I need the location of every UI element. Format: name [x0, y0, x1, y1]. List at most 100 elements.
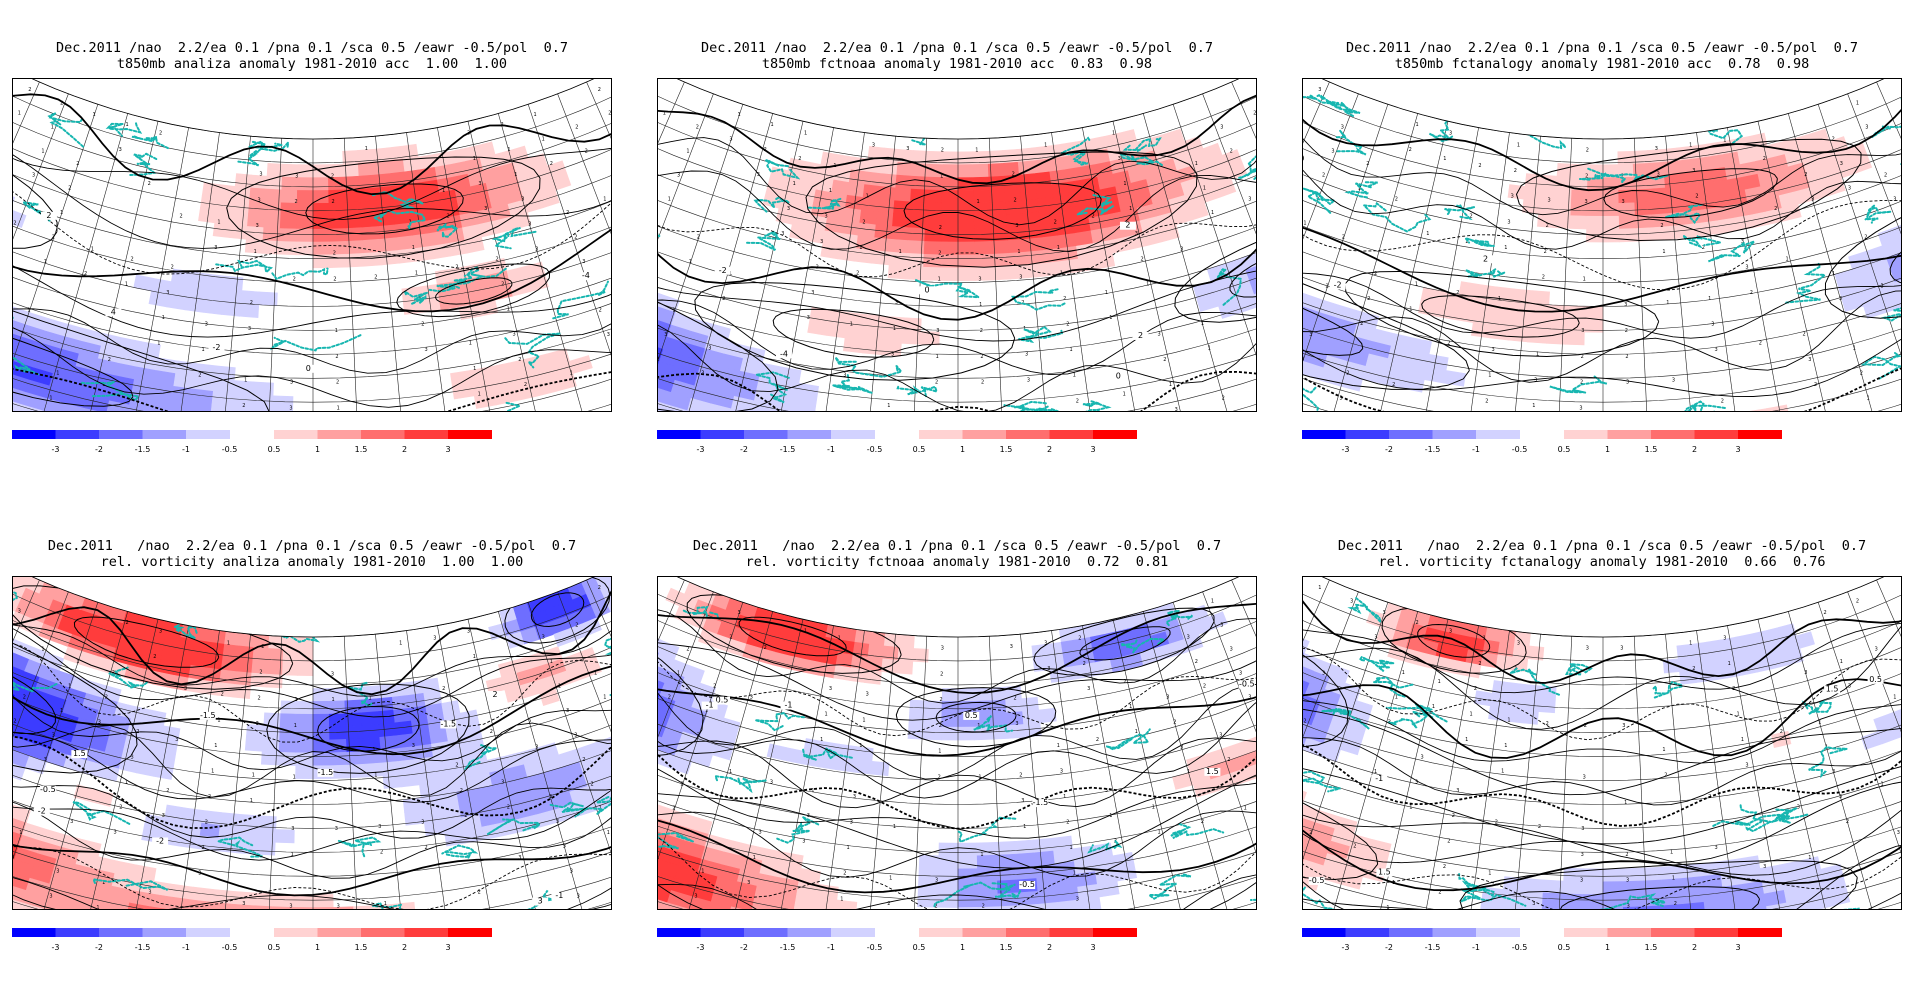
svg-text:2: 2 [1695, 194, 1698, 200]
svg-text:1: 1 [227, 641, 230, 647]
color-legend-bar: -3 -2 -1.5 -1 -0.5 0.5 1 1.5 2 3 [657, 430, 1137, 454]
svg-text:2: 2 [1664, 773, 1667, 779]
svg-text:3: 3 [1010, 644, 1013, 650]
svg-text:3: 3 [148, 889, 151, 895]
legend-label: 0.5 [1558, 943, 1571, 952]
svg-text:2: 2 [1201, 819, 1204, 825]
contour-label: 0 [306, 364, 311, 373]
svg-text:1: 1 [1536, 352, 1539, 358]
svg-text:2: 2 [1443, 864, 1446, 870]
svg-text:3: 3 [1548, 197, 1551, 203]
svg-text:2: 2 [1014, 197, 1017, 203]
svg-text:2: 2 [940, 671, 943, 677]
svg-text:2: 2 [1076, 398, 1079, 404]
svg-text:2: 2 [658, 357, 659, 363]
svg-text:2: 2 [455, 762, 458, 768]
svg-text:3: 3 [729, 137, 732, 143]
svg-text:1: 1 [1488, 373, 1491, 379]
legend-label: -0.5 [222, 943, 238, 952]
contour-label: 2 [492, 690, 497, 699]
panel-vorticity-fctanalogy: Dec.2011 /nao 2.2/ea 0.1 /pna 0.1 /sca 0… [1302, 538, 1902, 952]
svg-text:3: 3 [906, 146, 909, 152]
svg-text:2: 2 [1353, 844, 1356, 850]
svg-text:1: 1 [859, 743, 862, 749]
legend-label: -0.5 [867, 445, 883, 454]
svg-text:2: 2 [1759, 341, 1762, 347]
anomaly-map: 2 2 3 1 1 3 3 2 2 3 3 1 3 1 3 1 1 2 3 1 1 1 1 3 2 1 2 3 3 3 2 3 2 1 2 3 3 1 3 2… [658, 577, 1256, 909]
svg-text:2: 2 [696, 125, 699, 131]
svg-text:2: 2 [442, 686, 445, 692]
svg-text:1: 1 [68, 684, 71, 690]
contour-label: -1 [785, 701, 793, 710]
svg-text:2: 2 [939, 225, 942, 231]
svg-text:2: 2 [1366, 161, 1369, 167]
svg-text:3: 3 [1848, 684, 1851, 690]
svg-text:1: 1 [473, 156, 476, 162]
svg-text:1: 1 [663, 111, 666, 117]
svg-text:1: 1 [936, 354, 939, 360]
map-frame: 1 3 2 1 3 1 1 3 1 1 3 2 1 3 2 3 2 3 2 1 1 3 3 3 3 3 2 3 2 1 3 3 2 1 2 3 2 2 3 2… [1302, 78, 1902, 412]
svg-text:2: 2 [1303, 719, 1306, 725]
svg-text:1: 1 [1689, 143, 1692, 149]
svg-text:3: 3 [259, 172, 262, 178]
svg-text:1: 1 [1662, 747, 1665, 753]
svg-text:3: 3 [1655, 146, 1658, 152]
svg-text:2: 2 [697, 234, 700, 240]
svg-text:3: 3 [119, 147, 122, 153]
svg-text:3: 3 [664, 332, 667, 338]
legend-label: 2 [402, 445, 407, 454]
svg-text:2: 2 [1203, 684, 1206, 690]
contour-label: -1.5 [318, 768, 334, 777]
svg-text:2: 2 [856, 270, 859, 276]
svg-text:3: 3 [574, 732, 577, 738]
svg-text:2: 2 [1721, 398, 1724, 404]
legend-label: 1.5 [355, 445, 368, 454]
svg-text:1: 1 [91, 246, 94, 252]
svg-text:2: 2 [980, 328, 983, 334]
svg-text:2: 2 [938, 251, 941, 257]
svg-text:3: 3 [677, 173, 680, 179]
legend-label: -3 [697, 943, 705, 952]
svg-text:2: 2 [198, 373, 201, 379]
svg-text:1: 1 [1215, 371, 1218, 377]
svg-text:1: 1 [838, 636, 841, 642]
svg-text:2: 2 [1846, 819, 1849, 825]
svg-text:3: 3 [1248, 197, 1251, 203]
contour-label: 0.5 [965, 711, 978, 720]
svg-text:2: 2 [478, 889, 481, 895]
svg-text:3: 3 [1021, 798, 1024, 804]
svg-text:1: 1 [1501, 768, 1504, 774]
svg-text:2: 2 [13, 221, 16, 227]
svg-text:1: 1 [570, 371, 573, 377]
svg-text:2: 2 [1580, 380, 1583, 386]
svg-text:1: 1 [542, 137, 545, 143]
color-legend: -3 -2 -1.5 -1 -0.5 0.5 1 1.5 2 3 [12, 430, 612, 460]
svg-text:1: 1 [211, 768, 214, 774]
legend-label: -1.5 [135, 943, 151, 952]
legend-label: -1.5 [1425, 445, 1441, 454]
svg-text:1: 1 [594, 671, 597, 677]
svg-text:1: 1 [125, 282, 128, 288]
svg-text:3: 3 [781, 231, 784, 237]
svg-text:1: 1 [1662, 249, 1665, 255]
svg-text:3: 3 [736, 744, 739, 750]
svg-text:3: 3 [1220, 125, 1223, 131]
panel-title-line2: t850mb fctanalogy anomaly 1981-2010 acc … [1394, 56, 1810, 72]
svg-text:3: 3 [1166, 695, 1169, 701]
panel-t850-fctnoaa: Dec.2011 /nao 2.2/ea 0.1 /pna 0.1 /sca 0… [657, 40, 1257, 454]
panel-t850-fctanalogy: Dec.2011 /nao 2.2/ea 0.1 /pna 0.1 /sca 0… [1302, 40, 1902, 454]
svg-text:1: 1 [1395, 695, 1398, 701]
color-legend-bar: -3 -2 -1.5 -1 -0.5 0.5 1 1.5 2 3 [12, 430, 492, 454]
svg-text:2: 2 [1163, 357, 1166, 363]
svg-text:3: 3 [44, 757, 47, 763]
svg-text:1: 1 [1853, 346, 1856, 352]
svg-text:3: 3 [248, 326, 251, 332]
svg-text:2: 2 [68, 186, 71, 192]
svg-text:2: 2 [1409, 147, 1412, 153]
svg-text:2: 2 [941, 148, 944, 154]
svg-text:3: 3 [1581, 328, 1584, 334]
legend-label: 2 [402, 943, 407, 952]
svg-text:2: 2 [1066, 322, 1069, 328]
svg-text:3: 3 [582, 259, 585, 265]
svg-text:2: 2 [1581, 354, 1584, 360]
